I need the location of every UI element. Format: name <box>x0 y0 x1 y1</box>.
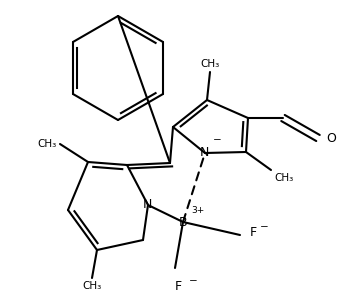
Text: −: − <box>213 135 222 145</box>
Text: N: N <box>199 146 209 158</box>
Text: CH₃: CH₃ <box>200 59 220 69</box>
Text: N: N <box>142 199 152 212</box>
Text: −: − <box>260 222 269 232</box>
Text: O: O <box>326 131 336 145</box>
Text: −: − <box>189 276 198 286</box>
Text: CH₃: CH₃ <box>274 173 293 183</box>
Text: F: F <box>175 280 182 293</box>
Text: F: F <box>250 227 257 239</box>
Text: 3+: 3+ <box>191 206 204 215</box>
Text: B: B <box>179 216 187 228</box>
Text: CH₃: CH₃ <box>82 281 102 291</box>
Text: CH₃: CH₃ <box>38 139 57 149</box>
